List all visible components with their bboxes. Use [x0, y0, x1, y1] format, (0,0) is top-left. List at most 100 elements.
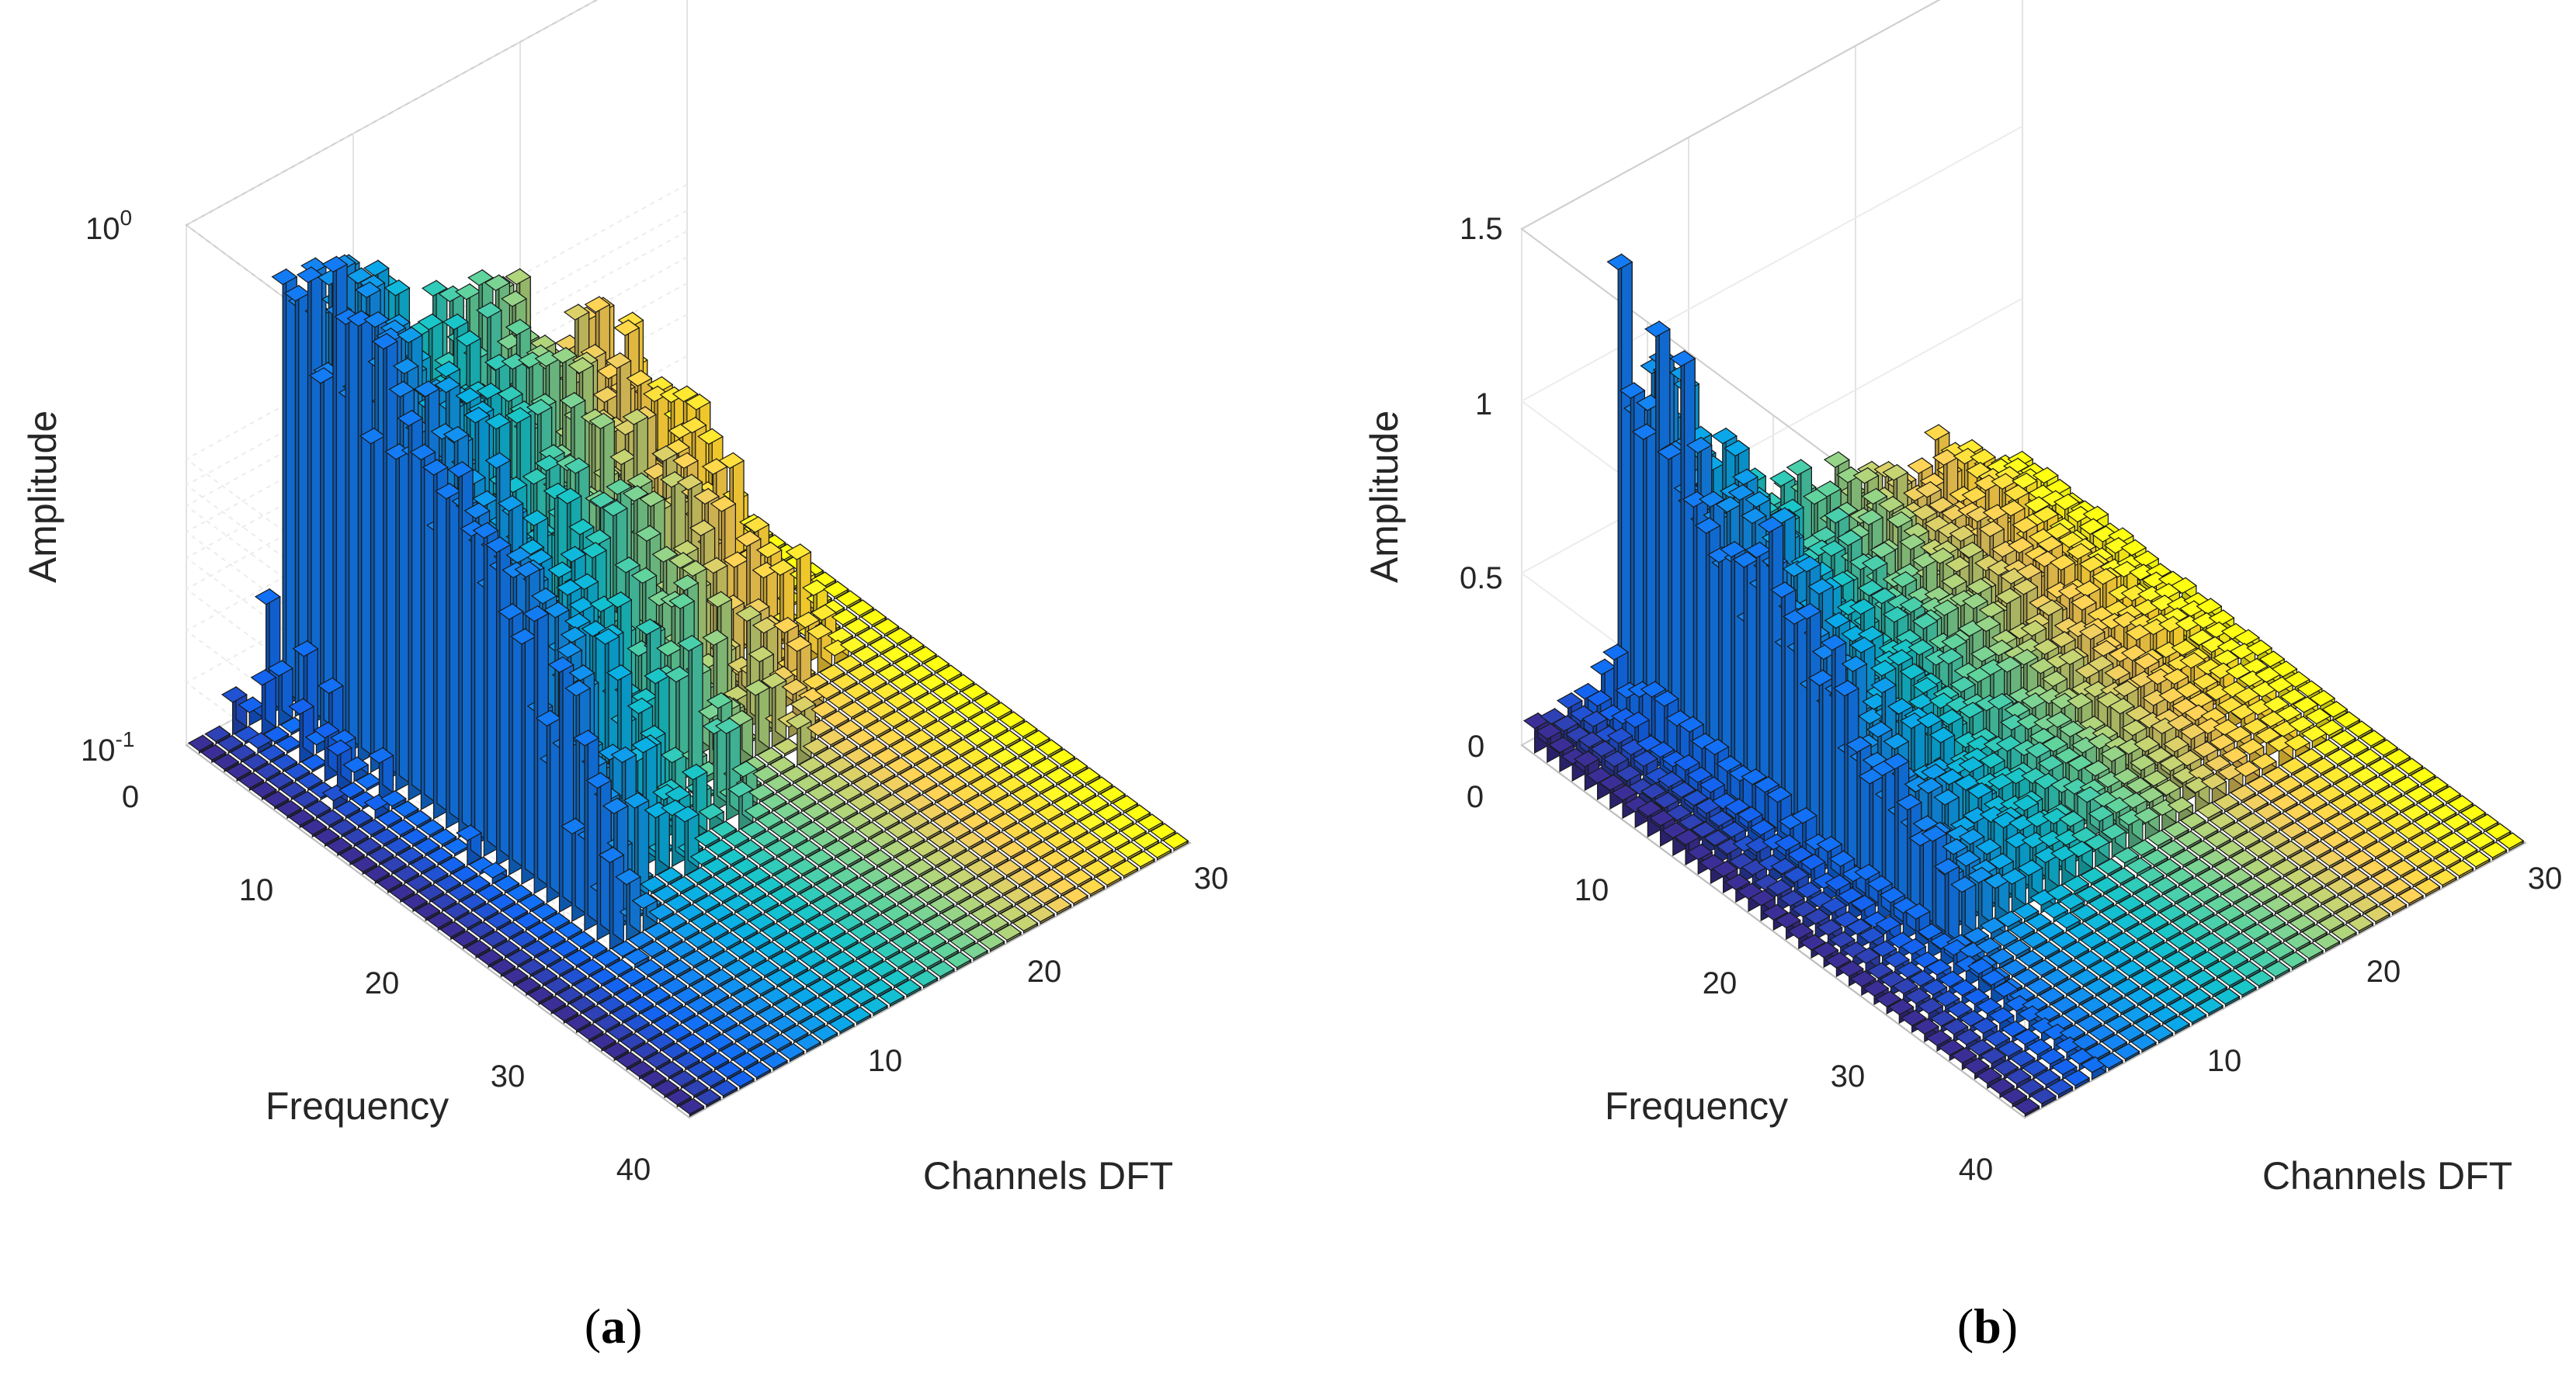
- bar-face-top: [464, 875, 491, 892]
- bar-face-top: [476, 301, 502, 319]
- bar-face-top: [220, 686, 248, 703]
- bar-ch2-f5: [267, 771, 294, 792]
- bar-face-top: [392, 357, 419, 375]
- bar-ch2-f2: [229, 744, 256, 764]
- bar-face-top: [363, 865, 391, 882]
- bar-ch5-f1: [267, 659, 293, 726]
- bar-face-top: [338, 846, 366, 864]
- bar-ch1-f9: [300, 818, 328, 838]
- bar-face-top: [359, 819, 386, 836]
- bar-ch4-f11: [376, 809, 403, 829]
- bar-face-top: [451, 865, 478, 882]
- bar-ch1-f14: [363, 865, 391, 885]
- bar-face-top: [217, 734, 244, 752]
- bar-face-top: [485, 912, 512, 929]
- bar-face-top: [242, 753, 269, 771]
- bar-ch2-f22: [481, 930, 508, 950]
- bar-ch5-f11: [393, 800, 419, 820]
- bar-face-top: [443, 313, 469, 331]
- bar-ch5-f9: [367, 747, 394, 801]
- bar-face-top: [267, 771, 294, 789]
- bar-face-top: [389, 883, 415, 901]
- bar-face-top: [421, 279, 448, 297]
- bar-face-top: [317, 677, 344, 695]
- bar-face-top: [250, 781, 277, 799]
- bar-face-top: [380, 855, 408, 873]
- panel-a-xtick-30: 30: [1194, 862, 1229, 896]
- bar-ch5-f14: [430, 828, 457, 848]
- bar-ch3-f3: [259, 744, 286, 764]
- panel-a-ytick-40: 40: [616, 1153, 651, 1187]
- bar-face-top: [229, 744, 256, 761]
- bar-ch6-f15: [460, 519, 487, 848]
- bar-face-top: [325, 739, 352, 757]
- bar-ch2-f12: [355, 837, 382, 857]
- bar-face-top: [439, 856, 466, 873]
- panel-a-ztick-top: 100: [85, 206, 132, 246]
- bar-ch1-f11: [326, 837, 352, 857]
- bar-ch4-f12: [388, 818, 415, 838]
- bar-ch4-f19: [477, 883, 504, 903]
- bar-ch4-f13: [401, 827, 428, 848]
- bar-ch4-f16: [439, 855, 466, 876]
- bar-ch4-f8: [338, 781, 365, 801]
- bar-ch2-f10: [330, 818, 357, 838]
- bar-ch6-f12: [422, 458, 449, 820]
- bar-face-top: [276, 799, 303, 817]
- bar-face-top: [477, 948, 504, 966]
- bar-ch5-f13: [418, 819, 445, 838]
- bar-face-top: [283, 763, 311, 780]
- bar-face-top: [497, 494, 524, 512]
- bar-ch5-f19: [493, 875, 520, 894]
- bar-face-top: [368, 846, 394, 864]
- bar-ch1-f13: [351, 855, 378, 876]
- bar-face-top: [393, 865, 420, 882]
- bar-face-top: [372, 333, 398, 350]
- bar-face-top: [313, 722, 340, 739]
- bar-face-top: [297, 772, 323, 789]
- bar-face-top: [426, 911, 453, 929]
- bar-ch3-f11: [359, 818, 386, 838]
- bar-ch1-f17: [401, 893, 429, 913]
- bar-ch5-f12: [405, 810, 432, 829]
- bar-ch3-f0: [220, 685, 248, 736]
- bar-face-top: [200, 744, 227, 761]
- bar-face-top: [271, 754, 298, 771]
- bar-ch4-f1: [250, 668, 277, 736]
- bar-face-top: [262, 726, 290, 743]
- bar-face-top: [481, 930, 508, 948]
- panel-a-ytick-10: 10: [239, 873, 274, 907]
- bar-face-top: [468, 921, 495, 938]
- bar-face-side: [613, 846, 624, 943]
- bar-ch6-f5: [334, 307, 361, 755]
- bar-face-top: [238, 771, 265, 789]
- bar-ch2-f20: [456, 911, 483, 931]
- bar-face-top: [414, 837, 441, 855]
- bar-ch2-f13: [368, 846, 394, 866]
- bar-ch2-f8: [305, 799, 332, 820]
- bar-face-top: [418, 819, 445, 836]
- bar-face-top: [550, 347, 578, 364]
- panel-a-ytick-0: 0: [122, 780, 139, 814]
- bar-face-top: [484, 413, 512, 430]
- bar-face-top: [434, 376, 461, 394]
- bar-face-top: [505, 318, 532, 336]
- bar-face-top: [393, 800, 419, 817]
- bar-ch3-f12: [372, 827, 399, 848]
- panel-a-caption: (a): [585, 1299, 643, 1354]
- bar-face-top: [493, 875, 520, 892]
- bar-ch2-f9: [318, 809, 345, 829]
- bar-face-top: [397, 327, 423, 344]
- bar-face-top: [330, 818, 357, 836]
- bar-ch2-f17: [418, 883, 445, 903]
- bar-face-top: [397, 410, 424, 427]
- bar-ch2-f1: [217, 734, 244, 754]
- bar-ch1-f22: [464, 939, 491, 959]
- bar-ch3-f13: [384, 837, 411, 857]
- bar-face-top: [259, 744, 286, 761]
- bar-face-top: [481, 862, 508, 879]
- bar-ch3-f5: [283, 762, 311, 782]
- bar-face-top: [288, 698, 315, 715]
- panel-a-xtick-10: 10: [868, 1044, 903, 1078]
- bar-face-top: [204, 725, 231, 743]
